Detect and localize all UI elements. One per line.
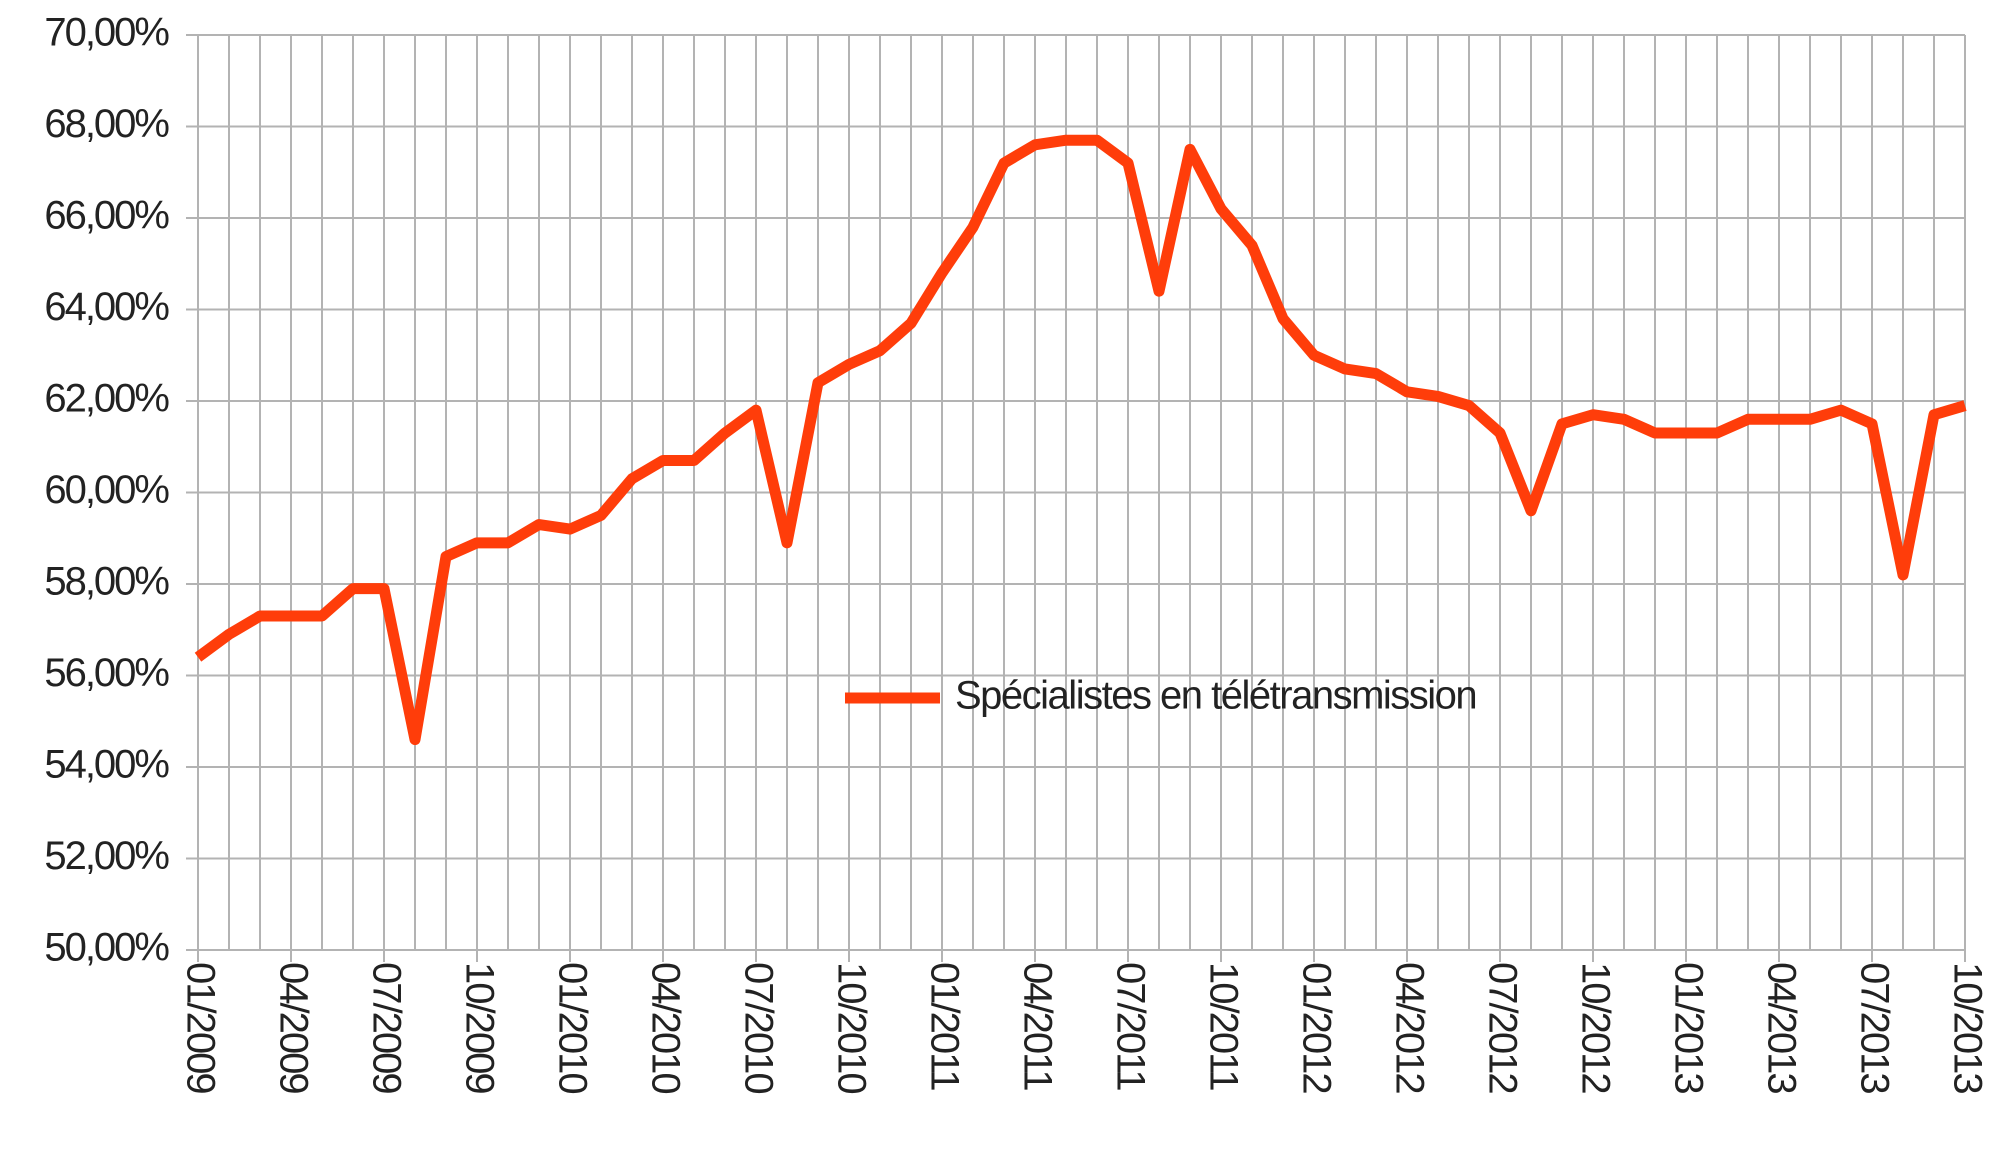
y-tick-label: 66,00% (44, 194, 169, 238)
legend-label: Spécialistes en télétransmission (955, 674, 1476, 718)
x-tick-label: 10/2012 (1573, 962, 1617, 1093)
x-tick-label: 07/2009 (364, 962, 408, 1093)
y-tick-label: 70,00% (44, 11, 169, 55)
x-tick-label: 01/2010 (550, 962, 594, 1093)
x-tick-label: 04/2011 (1015, 962, 1059, 1090)
x-tick-label: 04/2013 (1759, 962, 1803, 1093)
y-tick-label: 56,00% (44, 651, 169, 695)
x-tick-label: 07/2010 (736, 962, 780, 1093)
x-tick-label: 07/2012 (1480, 962, 1524, 1093)
y-tick-label: 52,00% (44, 834, 169, 878)
x-tick-label: 01/2011 (922, 962, 966, 1090)
x-tick-label: 07/2011 (1108, 962, 1152, 1090)
x-tick-label: 01/2009 (178, 962, 222, 1093)
x-tick-label: 01/2013 (1666, 962, 1710, 1093)
y-tick-label: 68,00% (44, 102, 169, 146)
y-tick-label: 54,00% (44, 743, 169, 787)
x-tick-label: 01/2012 (1294, 962, 1338, 1093)
y-tick-label: 62,00% (44, 377, 169, 421)
y-tick-label: 60,00% (44, 468, 169, 512)
y-tick-label: 58,00% (44, 560, 169, 604)
x-tick-label: 10/2010 (829, 962, 873, 1093)
x-tick-label: 07/2013 (1852, 962, 1896, 1093)
x-tick-label: 04/2009 (271, 962, 315, 1093)
x-tick-label: 04/2012 (1387, 962, 1431, 1093)
x-tick-label: 10/2011 (1201, 962, 1245, 1090)
x-tick-label: 04/2010 (643, 962, 687, 1093)
x-tick-label: 10/2009 (457, 962, 501, 1093)
y-tick-label: 64,00% (44, 285, 169, 329)
data-line (194, 134, 1967, 746)
y-tick-label: 50,00% (44, 926, 169, 970)
x-tick-label: 10/2013 (1945, 962, 1989, 1093)
